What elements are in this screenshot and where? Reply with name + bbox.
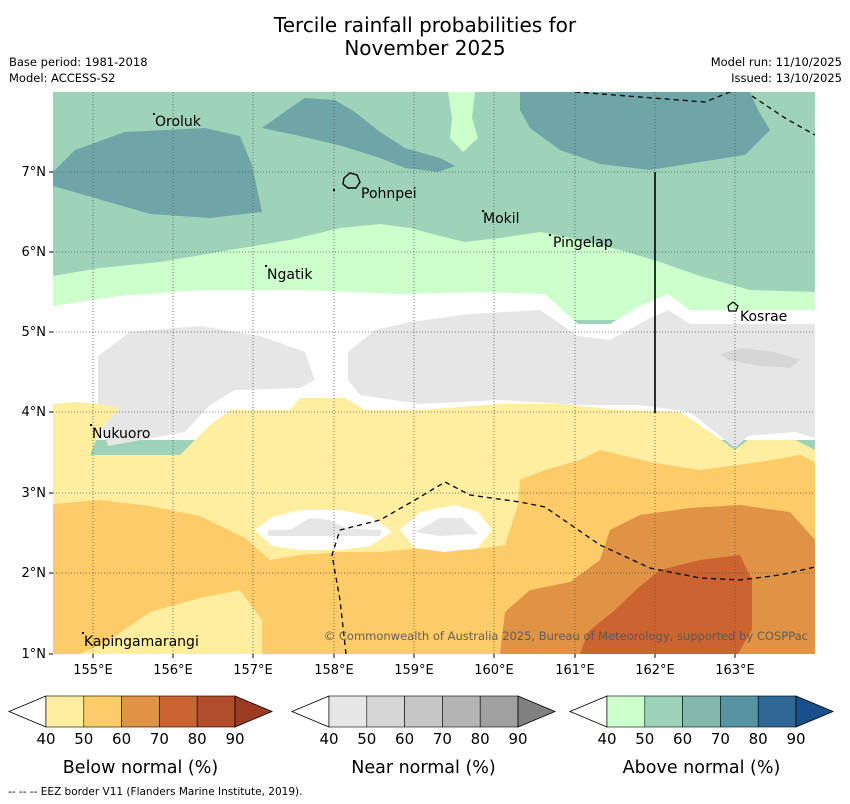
lat-tick-3: 3°N (22, 486, 47, 501)
place-label-kosrae: Kosrae (740, 309, 787, 325)
colorbar-tick-label: 80 (188, 730, 207, 748)
above-normal-70-region-north (262, 98, 455, 172)
pohnpei-outline (342, 172, 361, 189)
colorbar-segment (328, 695, 368, 728)
colorbar-title: Below normal (%) (63, 758, 218, 778)
lat-tick-6: 6°N (22, 245, 47, 260)
near-normal-50-region-east (348, 310, 815, 448)
colorbar-right-extension (234, 695, 274, 728)
lat-tick-5: 5°N (22, 325, 47, 340)
lat-tick-2: 2°N (22, 566, 47, 581)
colorbar-tick-label: 70 (433, 730, 452, 748)
colorbar-segment (196, 695, 236, 728)
place-label-oroluk: Oroluk (155, 114, 202, 130)
colorbar-segment (644, 695, 683, 728)
colorbar-title: Above normal (%) (623, 758, 781, 778)
lon-tick-162: 162°E (635, 663, 675, 678)
lat-tick-1: 1°N (22, 647, 47, 662)
colorbar-above-normal: 40 50 60 70 80 90 Above normal (%) (568, 695, 835, 778)
lon-tick-161: 161°E (555, 663, 595, 678)
model-run: Model run: 11/10/2025 (710, 55, 842, 69)
below-normal-80-region (580, 555, 752, 654)
colorbar-near-normal: 40 50 60 70 80 90 Near normal (%) (290, 695, 557, 778)
title-line-2: November 2025 (344, 36, 506, 60)
chart-title: Tercile rainfall probabilities for Novem… (0, 14, 850, 60)
colorbar-right-extension (795, 695, 835, 728)
above-normal-70-region-east (520, 92, 770, 170)
meta-left: Base period: 1981-2018 Model: ACCESS-S2 (9, 54, 148, 86)
place-label-mokil: Mokil (483, 211, 520, 227)
colorbar-tick-label: 40 (36, 730, 55, 748)
colorbar-tick-label: 50 (635, 730, 654, 748)
colorbar-tick-label: 60 (112, 730, 131, 748)
colorbar-tick-label: 40 (319, 730, 338, 748)
colorbar-left-extension (568, 695, 608, 728)
lon-tick-155: 155°E (73, 663, 113, 678)
place-label-nukuoro: Nukuoro (92, 426, 150, 442)
model-name: Model: ACCESS-S2 (9, 71, 116, 85)
colorbar-tick-label: 60 (673, 730, 692, 748)
issued-date: Issued: 13/10/2025 (731, 71, 842, 85)
colorbar-segment (682, 695, 721, 728)
colorbar-title: Near normal (%) (351, 758, 496, 778)
near-normal-60-patch (720, 348, 800, 368)
lon-tick-157: 157°E (233, 663, 273, 678)
colorbar-segment (757, 695, 797, 728)
title-line-1: Tercile rainfall probabilities for (273, 13, 577, 37)
colorbar-left-extension (290, 695, 330, 728)
graticule (53, 92, 815, 654)
above-normal-70-region-west (53, 128, 262, 218)
colorbar-tick-label: 40 (597, 730, 616, 748)
eez-footnote: -- -- -- EEZ border V11 (Flanders Marine… (8, 786, 303, 798)
colorbar-below-normal: 40 50 60 70 80 90 Below normal (%) (7, 695, 274, 778)
lon-tick-156: 156°E (153, 663, 193, 678)
near-normal-50-region-west (98, 326, 315, 446)
axis-ticks (49, 171, 736, 658)
colorbar-tick-label: 90 (225, 730, 244, 748)
colorbar-tick-label: 70 (711, 730, 730, 748)
colorbar-left-extension (7, 695, 47, 728)
colorbar-segment (45, 695, 85, 728)
place-label-ngatik: Ngatik (267, 267, 313, 283)
lat-tick-7: 7°N (22, 165, 47, 180)
colorbar-tick-label: 70 (150, 730, 169, 748)
near-normal-patch-2 (415, 518, 478, 536)
colorbar-segment (366, 695, 405, 728)
colorbar-tick-label: 60 (395, 730, 414, 748)
base-period: Base period: 1981-2018 (9, 55, 148, 69)
lon-tick-163: 163°E (715, 663, 755, 678)
colorbar-tick-label: 80 (749, 730, 768, 748)
colorbar-right-extension (517, 695, 557, 728)
copyright-note: © Commonwealth of Australia 2025, Bureau… (324, 629, 808, 643)
above-normal-50-tongue (448, 92, 478, 152)
colorbar-segment (479, 695, 519, 728)
place-label-pohnpei: Pohnpei (361, 186, 417, 202)
kosrae-outline (727, 301, 739, 312)
meta-right: Model run: 11/10/2025 Issued: 13/10/2025 (711, 54, 842, 86)
lon-tick-160: 160°E (474, 663, 514, 678)
colorbar-segment (121, 695, 160, 728)
colorbar-segment (404, 695, 443, 728)
lon-tick-159: 159°E (394, 663, 434, 678)
colorbar-segment (720, 695, 759, 728)
eez-border (331, 92, 815, 654)
atoll-markers (82, 113, 551, 634)
lon-tick-158: 158°E (314, 663, 354, 678)
colorbar-tick-label: 90 (786, 730, 805, 748)
map-panel: Oroluk Pohnpei Mokil Pingelap Ngatik Kos… (53, 92, 815, 654)
colorbar-tick-label: 80 (471, 730, 490, 748)
colorbar-segment (159, 695, 198, 728)
colorbar-tick-label: 50 (357, 730, 376, 748)
colorbar-tick-label: 50 (74, 730, 93, 748)
place-label-pingelap: Pingelap (553, 235, 613, 251)
colorbar-segment (83, 695, 122, 728)
colorbar-segment (606, 695, 646, 728)
lat-tick-4: 4°N (22, 405, 47, 420)
colorbar-segment (442, 695, 481, 728)
colorbar-tick-label: 90 (508, 730, 527, 748)
near-normal-patch-1 (268, 518, 382, 536)
place-label-kapingamarangi: Kapingamarangi (84, 634, 199, 650)
